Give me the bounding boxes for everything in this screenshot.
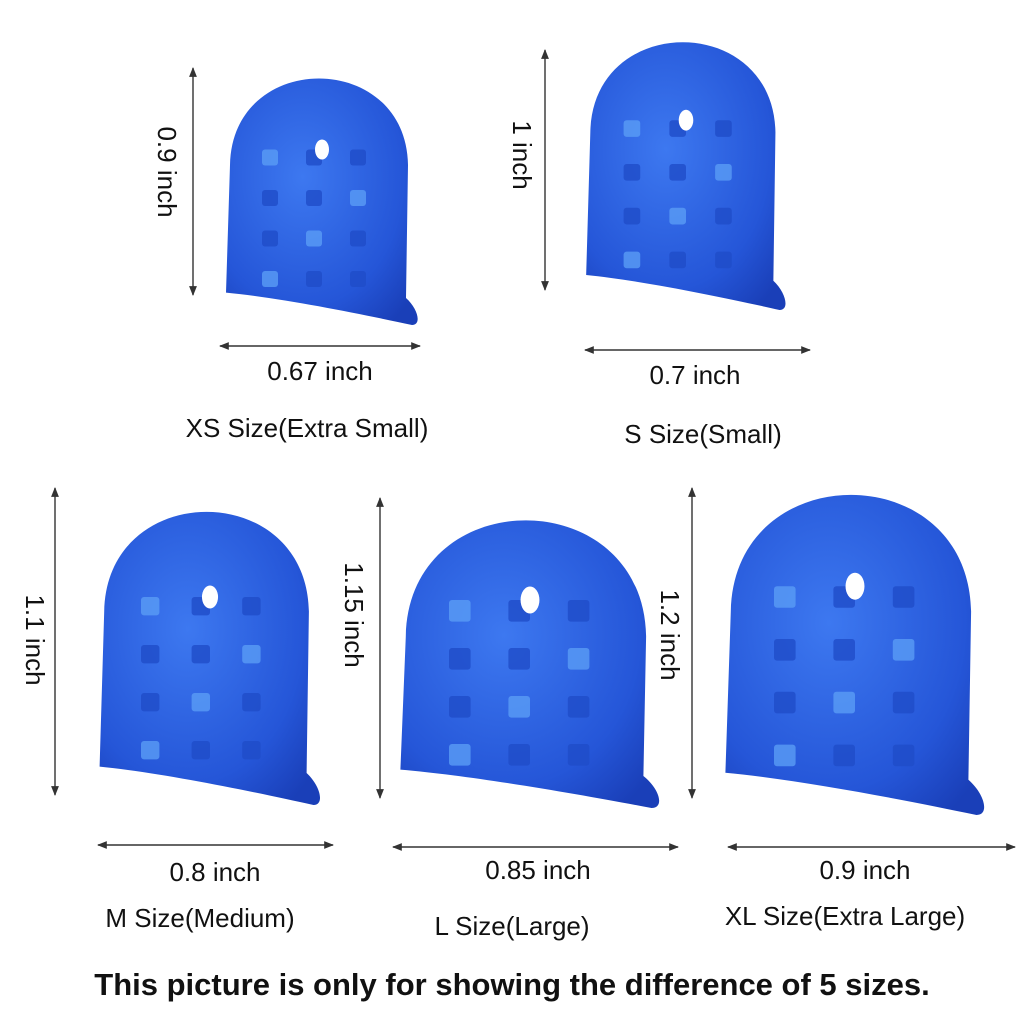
thimble-texture bbox=[892, 744, 915, 767]
thimble-texture bbox=[449, 648, 471, 670]
thimble-texture bbox=[449, 696, 471, 718]
thimble-texture bbox=[623, 120, 641, 137]
height-label: 1.1 inch bbox=[20, 594, 50, 685]
size-label: XL Size(Extra Large) bbox=[725, 901, 965, 931]
thimble-texture bbox=[623, 251, 641, 269]
thimble-texture bbox=[242, 597, 261, 616]
thimble-texture bbox=[669, 207, 686, 225]
width-label: 0.85 inch bbox=[485, 855, 591, 885]
thimble-texture bbox=[567, 744, 590, 766]
thimble-texture bbox=[833, 639, 855, 661]
thimble-texture bbox=[669, 251, 686, 269]
thimble-texture bbox=[262, 230, 278, 247]
thimble-texture bbox=[449, 600, 471, 622]
thimble-texture bbox=[567, 696, 590, 718]
thimble-texture bbox=[774, 639, 796, 661]
thimble-texture bbox=[350, 190, 366, 206]
thimble-texture bbox=[567, 600, 590, 622]
thimble-texture bbox=[715, 120, 732, 137]
thimble-texture bbox=[262, 190, 278, 206]
thimble-texture bbox=[141, 693, 160, 712]
thimble-texture bbox=[623, 164, 641, 181]
height-label: 0.9 inch bbox=[152, 126, 182, 217]
thimble-texture bbox=[306, 190, 322, 206]
size-label: L Size(Large) bbox=[434, 911, 589, 941]
thimble-texture bbox=[242, 741, 261, 760]
thimble-texture bbox=[141, 597, 160, 616]
thimble-texture bbox=[191, 645, 210, 664]
thimble-texture bbox=[350, 271, 366, 287]
thimble-texture bbox=[508, 744, 530, 766]
width-label: 0.7 inch bbox=[649, 360, 740, 390]
thimble-texture bbox=[350, 230, 366, 247]
thimble-texture bbox=[508, 696, 530, 718]
thimble-texture bbox=[892, 691, 915, 714]
thimble-texture bbox=[567, 648, 590, 670]
thimble-texture bbox=[669, 164, 686, 181]
thimble-texture bbox=[715, 207, 732, 225]
thimble-texture bbox=[715, 164, 732, 181]
height-label: 1.2 inch bbox=[655, 589, 685, 680]
thimble-texture bbox=[833, 744, 855, 767]
thimble-texture bbox=[141, 741, 160, 760]
thimble-texture bbox=[242, 693, 261, 712]
thimble-texture bbox=[449, 744, 471, 766]
thimble-texture bbox=[262, 149, 278, 166]
height-label: 1 inch bbox=[507, 120, 537, 189]
note: This picture is only for showing the dif… bbox=[94, 967, 929, 1002]
width-label: 0.9 inch bbox=[819, 855, 910, 885]
width-label: 0.67 inch bbox=[267, 356, 373, 386]
thimble-texture bbox=[306, 271, 322, 287]
size-label: M Size(Medium) bbox=[105, 903, 294, 933]
thimble-texture bbox=[774, 586, 796, 608]
height-label: 1.15 inch bbox=[339, 562, 369, 668]
thimble-texture bbox=[191, 693, 210, 712]
thimble-texture bbox=[262, 271, 278, 287]
size-label: S Size(Small) bbox=[624, 419, 781, 449]
thimble-texture bbox=[191, 741, 210, 760]
thimble-hole bbox=[201, 585, 219, 609]
thimble-texture bbox=[306, 230, 322, 247]
thimble-texture bbox=[892, 586, 915, 608]
thimble-hole bbox=[520, 586, 540, 614]
thimble-texture bbox=[715, 251, 732, 269]
thimble-hole bbox=[678, 109, 694, 131]
width-label: 0.8 inch bbox=[169, 857, 260, 887]
thimble-hole bbox=[845, 572, 865, 600]
thimble-texture bbox=[141, 645, 160, 664]
thimble-texture bbox=[242, 645, 261, 664]
thimble-texture bbox=[508, 648, 530, 670]
thimble-texture bbox=[350, 149, 366, 166]
thimble-texture bbox=[892, 639, 915, 661]
size-label: XS Size(Extra Small) bbox=[186, 413, 429, 443]
thimble-texture bbox=[774, 691, 796, 714]
thimble-hole bbox=[315, 139, 329, 160]
thimble-texture bbox=[623, 207, 641, 225]
thimble-texture bbox=[774, 744, 796, 767]
thimble-texture bbox=[833, 691, 855, 714]
